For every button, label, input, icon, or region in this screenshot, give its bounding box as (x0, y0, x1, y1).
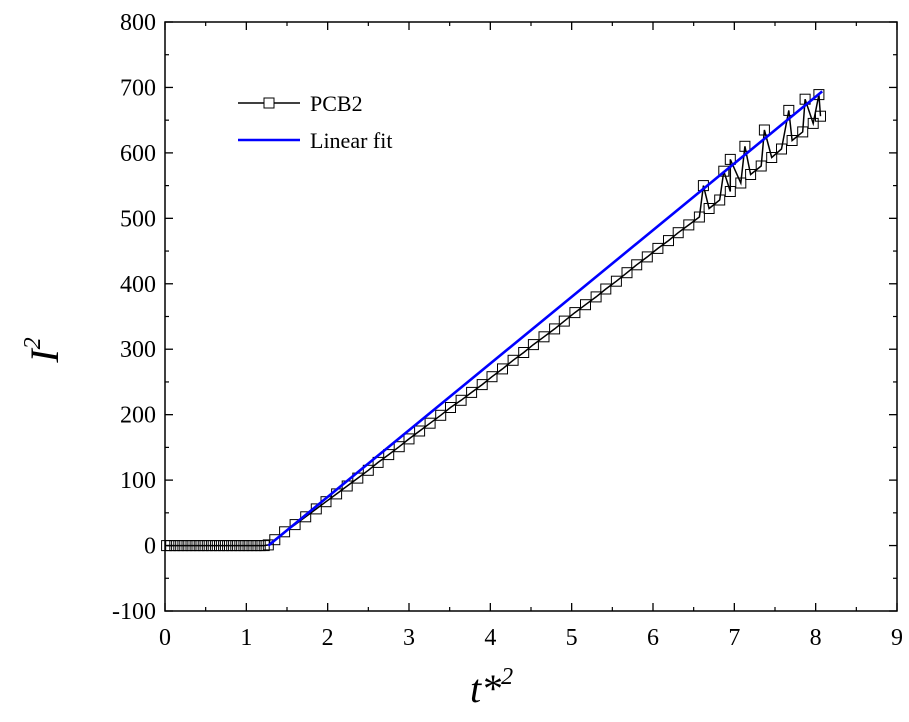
y-tick-label: 100 (120, 468, 156, 494)
x-axis-ticks: 0 1 2 3 4 5 6 7 8 9 (159, 22, 903, 651)
x-tick-label: 1 (240, 625, 252, 651)
pcb2-marker (569, 307, 581, 319)
x-tick-label: 9 (891, 625, 903, 651)
pcb2-marker (807, 117, 819, 129)
pcb2-marker (445, 402, 456, 413)
pcb2-marker (718, 165, 730, 177)
pcb2-marker (600, 283, 612, 295)
pcb2-marker (735, 177, 747, 189)
y-tick-label: 600 (120, 141, 156, 167)
pcb2-marker (621, 267, 633, 279)
pcb2-marker (558, 315, 570, 327)
pcb2-marker (269, 534, 281, 546)
x-axis-title: t*2 (470, 664, 513, 711)
legend-pcb2-label: PCB2 (310, 91, 363, 116)
pcb2-marker (300, 511, 312, 523)
y-axis-title-main: I (22, 348, 67, 364)
pcb2-marker (714, 194, 726, 206)
pcb2-marker (776, 143, 787, 155)
legend-pcb2-swatch-marker (263, 97, 275, 109)
series-pcb2 (161, 89, 826, 552)
pcb2-marker (797, 126, 809, 138)
legend-fit-label: Linear fit (310, 128, 392, 153)
pcb2-marker (813, 89, 825, 101)
pcb2-marker (724, 186, 736, 197)
y-tick-label: 0 (144, 534, 156, 560)
pcb2-marker (497, 363, 508, 375)
pcb2-marker (476, 379, 488, 391)
series-linear-fit (267, 90, 824, 547)
x-axis-title-sup: 2 (501, 664, 513, 690)
pcb2-marker (289, 519, 301, 531)
pcb2-marker (424, 417, 436, 429)
pcb2-marker (739, 140, 751, 152)
y-axis-title-sup: 2 (20, 337, 46, 349)
pcb2-marker (590, 291, 602, 303)
linear-fit-line (267, 90, 824, 547)
pcb2-marker (362, 464, 374, 476)
pcb2-marker (745, 169, 757, 180)
y-tick-label: 700 (120, 75, 156, 101)
plot-frame (164, 21, 898, 612)
y-tick-label: 800 (120, 10, 156, 36)
pcb2-marker (538, 331, 550, 343)
pcb2-marker (393, 441, 405, 453)
pcb2-marker (372, 456, 384, 468)
y-tick-label: 200 (120, 403, 156, 429)
pcb2-marker (466, 386, 478, 398)
pcb2-line (166, 94, 822, 547)
pcb2-marker (758, 124, 770, 136)
pcb2-marker (786, 135, 798, 146)
pcb2-marker (507, 354, 519, 366)
pcb2-marker (279, 526, 291, 538)
pcb2-marker (755, 160, 767, 172)
x-tick-label: 8 (810, 625, 822, 651)
pcb2-marker (672, 227, 684, 239)
x-tick-label: 3 (403, 625, 415, 651)
pcb2-marker (610, 275, 622, 287)
x-tick-label: 7 (728, 625, 740, 651)
pcb2-marker (766, 152, 778, 163)
x-tick-label: 5 (566, 625, 578, 651)
pcb2-marker (652, 242, 664, 254)
pcb2-marker (455, 394, 467, 406)
pcb2-marker (403, 433, 415, 445)
pcb2-marker (783, 104, 795, 116)
pcb2-marker (518, 347, 530, 358)
y-axis-title: I2 (20, 337, 67, 363)
y-tick-label: 500 (120, 206, 156, 232)
pcb2-marker (580, 299, 591, 311)
legend: PCB2 Linear fit (238, 91, 392, 153)
pcb2-marker (663, 235, 674, 247)
y-tick-label: -100 (112, 599, 156, 625)
pcb2-marker (435, 409, 447, 421)
pcb2-marker (527, 339, 539, 351)
pcb2-marker (815, 110, 826, 122)
pcb2-marker (683, 219, 695, 231)
pcb2-marker (724, 153, 736, 165)
pcb2-marker (641, 251, 653, 263)
plot-frame-group (164, 21, 898, 612)
x-tick-label: 2 (322, 625, 334, 651)
y-axis-ticks: -100 0 100 200 300 400 500 600 700 800 (112, 10, 897, 625)
pcb2-marker (486, 371, 498, 383)
x-axis-title-main: t* (470, 666, 501, 711)
y-tick-label: 400 (120, 272, 156, 298)
pcb2-marker (631, 259, 643, 271)
y-tick-label: 300 (120, 337, 156, 363)
pcb2-marker (703, 203, 715, 214)
pcb2-marker (693, 211, 705, 223)
x-tick-label: 6 (647, 625, 659, 651)
pcb2-marker (383, 449, 395, 461)
pcb2-marker (549, 323, 561, 335)
x-tick-label: 4 (484, 625, 496, 651)
pcb2-marker (414, 425, 426, 437)
x-tick-label: 0 (159, 625, 171, 651)
